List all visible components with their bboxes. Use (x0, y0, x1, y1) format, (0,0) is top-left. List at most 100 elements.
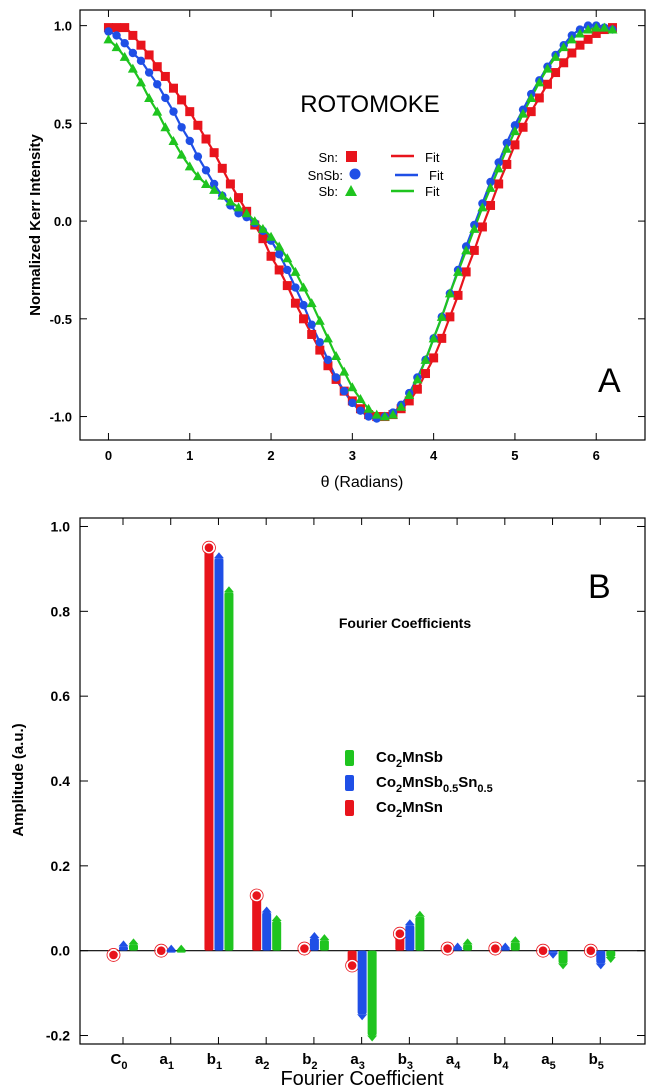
bar-cap-ring (583, 943, 598, 958)
panel-a-title: ROTOMOKE (300, 91, 440, 118)
data-point-sn (534, 93, 544, 103)
bar-cap-co2mnsn (298, 942, 311, 955)
panel-b-x-tick-label: a2 (255, 1051, 269, 1072)
bar-cap-co2mnsb0-5sn0-5 (548, 952, 559, 959)
data-point-snsb (161, 93, 170, 103)
bar-cap-ring (106, 948, 121, 962)
panel-b-x-tick-label: a5 (541, 1051, 555, 1072)
panel-a-x-tick-label: 4 (430, 448, 438, 463)
data-point-sb (217, 190, 228, 200)
data-point-sn (526, 107, 536, 117)
data-point-sn (421, 369, 431, 379)
legend-fit-label-sn: Fit (425, 150, 440, 165)
panel-a-y-axis-title: Normalized Kerr Intensity (27, 133, 44, 315)
data-point-sb (599, 22, 610, 32)
panel-a-x-tick-label: 3 (349, 448, 356, 463)
bar-cap-co2mnsb (605, 957, 616, 964)
data-point-sn (551, 68, 561, 78)
data-point-sb (241, 208, 252, 218)
data-point-sn (225, 179, 235, 189)
data-point-sb (331, 350, 342, 360)
legend-marker-sn (346, 151, 357, 162)
data-point-sb (583, 24, 594, 34)
panel-a-data-points (103, 21, 618, 423)
bar-co2mnsn (204, 547, 214, 951)
data-point-snsb (494, 158, 503, 167)
data-point-snsb (209, 179, 219, 189)
bar-cap-co2mnsn (489, 942, 502, 955)
data-point-sn (201, 134, 211, 144)
legend-label-sn: Sn: (318, 150, 338, 165)
data-point-sn (591, 28, 601, 38)
data-point-sb (314, 315, 325, 325)
bar-co2mnsb (272, 920, 282, 951)
bar-co2mnsb0-5sn0-5 (357, 950, 367, 1015)
bar-co2mnsb0-5sn0-5 (405, 925, 415, 951)
panel-b-x-tick-label: C0 (111, 1051, 128, 1072)
data-point-sn (404, 396, 414, 406)
data-point-snsb (348, 398, 357, 408)
legend-entry-label: Co2MnSb0.5Sn0.5 (376, 774, 493, 795)
data-point-sb (574, 28, 585, 38)
legend-label-snsb: SnSb: (308, 168, 343, 183)
bar-cap-co2mnsb0-5sn0-5 (500, 942, 511, 949)
data-point-snsb (340, 386, 349, 396)
data-point-sn (567, 48, 577, 58)
data-point-snsb (356, 406, 365, 415)
data-point-sn (477, 222, 487, 232)
bar-cap-co2mnsn (394, 928, 406, 940)
data-point-sb (135, 77, 146, 87)
bar-cap-co2mnsb (462, 938, 473, 945)
data-point-sb (428, 333, 439, 343)
panel-a-y-tick-label: -1.0 (50, 410, 72, 425)
bar-cap-co2mnsb (223, 586, 234, 593)
bar-cap-co2mnsb0-5sn0-5 (452, 942, 463, 949)
bar-co2mnsb0-5sn0-5 (548, 950, 558, 953)
panel-a-y-tick-label: -0.5 (50, 312, 72, 327)
data-point-sb (501, 143, 512, 153)
data-point-sb (379, 411, 390, 421)
bar-co2mnsb (510, 942, 520, 951)
data-point-sb (257, 223, 268, 233)
data-point-sn (575, 40, 585, 50)
panel-b-x-axis-title: Fourier Coefficient (280, 1068, 443, 1090)
data-point-sb (566, 34, 577, 44)
bar-cap-co2mnsn (346, 959, 358, 972)
panel-b-x-tick-label: b2 (302, 1051, 317, 1072)
data-point-sb (290, 266, 301, 276)
data-point-sb (209, 184, 220, 194)
data-point-sb (192, 171, 203, 181)
data-point-snsb (274, 250, 284, 259)
data-point-snsb (486, 177, 495, 187)
bar-cap-co2mnsn (585, 944, 597, 957)
data-point-sn (429, 353, 439, 363)
data-point-sb (444, 288, 455, 298)
bar-cap-co2mnsb (510, 936, 521, 943)
bar-co2mnsb (558, 950, 568, 964)
data-point-sb (322, 333, 333, 343)
panel-a-x-tick-label: 5 (511, 448, 518, 463)
data-point-sb (461, 245, 472, 255)
data-point-sn (510, 140, 520, 150)
data-point-sn (177, 95, 187, 105)
panel-a-axes: 0 1 2 3 4 5 6 -1.0 -0.5 0.0 0.5 1.0 (50, 10, 645, 463)
data-point-sn (258, 234, 268, 244)
data-point-sn (583, 34, 593, 44)
data-point-snsb (153, 80, 162, 89)
panel-a-legend: Sn: Fit SnSb: Fit Sb: Fit (308, 150, 444, 199)
legend-fit-label-snsb: Fit (429, 168, 444, 183)
legend-entry-label: Co2MnSb (376, 749, 443, 770)
data-point-sb (518, 108, 529, 118)
bar-cap-co2mnsb (367, 1035, 378, 1042)
panel-b-x-tick-label: a3 (350, 1051, 364, 1072)
bar-cap-co2mnsn (203, 541, 215, 554)
data-point-sn (437, 333, 447, 343)
data-point-sn (486, 200, 496, 210)
legend-swatch (345, 775, 354, 791)
panel-b-y-tick-label: 0.4 (51, 773, 71, 789)
data-point-sb (412, 374, 423, 384)
data-point-sb (371, 409, 382, 419)
panel-a-plot-frame (79, 9, 646, 441)
data-point-sb (355, 393, 366, 403)
